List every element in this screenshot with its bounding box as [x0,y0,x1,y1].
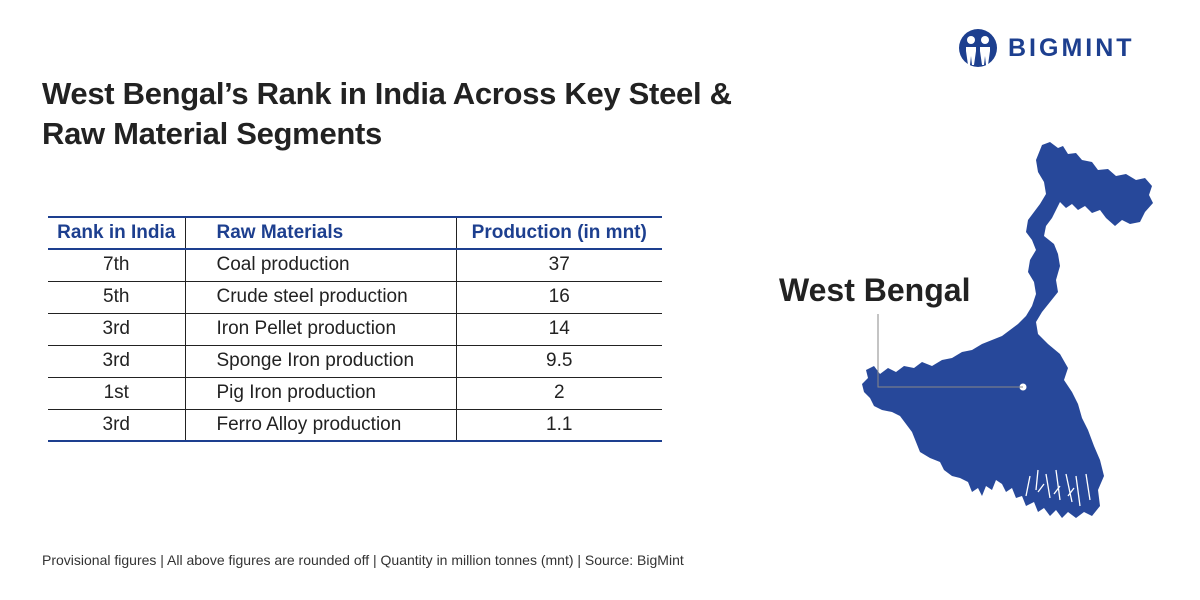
cell-production: 9.5 [456,345,662,378]
table-row: 1st Pig Iron production 2 [48,377,662,410]
header-rank: Rank in India [48,216,186,250]
header-production: Production (in mnt) [456,216,662,250]
cell-production: 14 [456,313,662,346]
brand-name: BIGMINT [1008,33,1135,62]
map-label-west-bengal: West Bengal [779,272,971,308]
table-row: 7th Coal production 37 [48,249,662,282]
delta-detail [1025,469,1091,507]
cell-production: 37 [456,249,662,282]
table-row: 5th Crude steel production 16 [48,281,662,314]
west-bengal-map [862,142,1153,518]
brand-logo: BIGMINT [958,27,1158,69]
cell-rank: 3rd [48,313,186,346]
cell-material: Ferro Alloy production [185,409,457,442]
map-leader-line [877,314,1023,388]
cell-production: 2 [456,377,662,410]
cell-material: Sponge Iron production [185,345,457,378]
rank-table: Rank in India Raw Materials Production (… [48,216,662,442]
cell-production: 16 [456,281,662,314]
table-row: 3rd Sponge Iron production 9.5 [48,345,662,378]
page-title: West Bengal’s Rank in India Across Key S… [42,76,732,151]
location-marker-dot [1019,383,1027,391]
table-row: 3rd Iron Pellet production 14 [48,313,662,346]
logo-people-icon [959,29,997,67]
cell-rank: 7th [48,249,186,282]
table-header-row: Rank in India Raw Materials Production (… [48,216,662,250]
cell-rank: 5th [48,281,186,314]
cell-material: Crude steel production [185,281,457,314]
footnote: Provisional figures | All above figures … [42,552,684,568]
cell-rank: 1st [48,377,186,410]
cell-material: Pig Iron production [185,377,457,410]
cell-production: 1.1 [456,409,662,442]
cell-rank: 3rd [48,409,186,442]
west-bengal-shape [862,142,1153,518]
cell-material: Iron Pellet production [185,313,457,346]
cell-rank: 3rd [48,345,186,378]
table-row: 3rd Ferro Alloy production 1.1 [48,409,662,442]
cell-material: Coal production [185,249,457,282]
header-raw-materials: Raw Materials [185,216,457,250]
